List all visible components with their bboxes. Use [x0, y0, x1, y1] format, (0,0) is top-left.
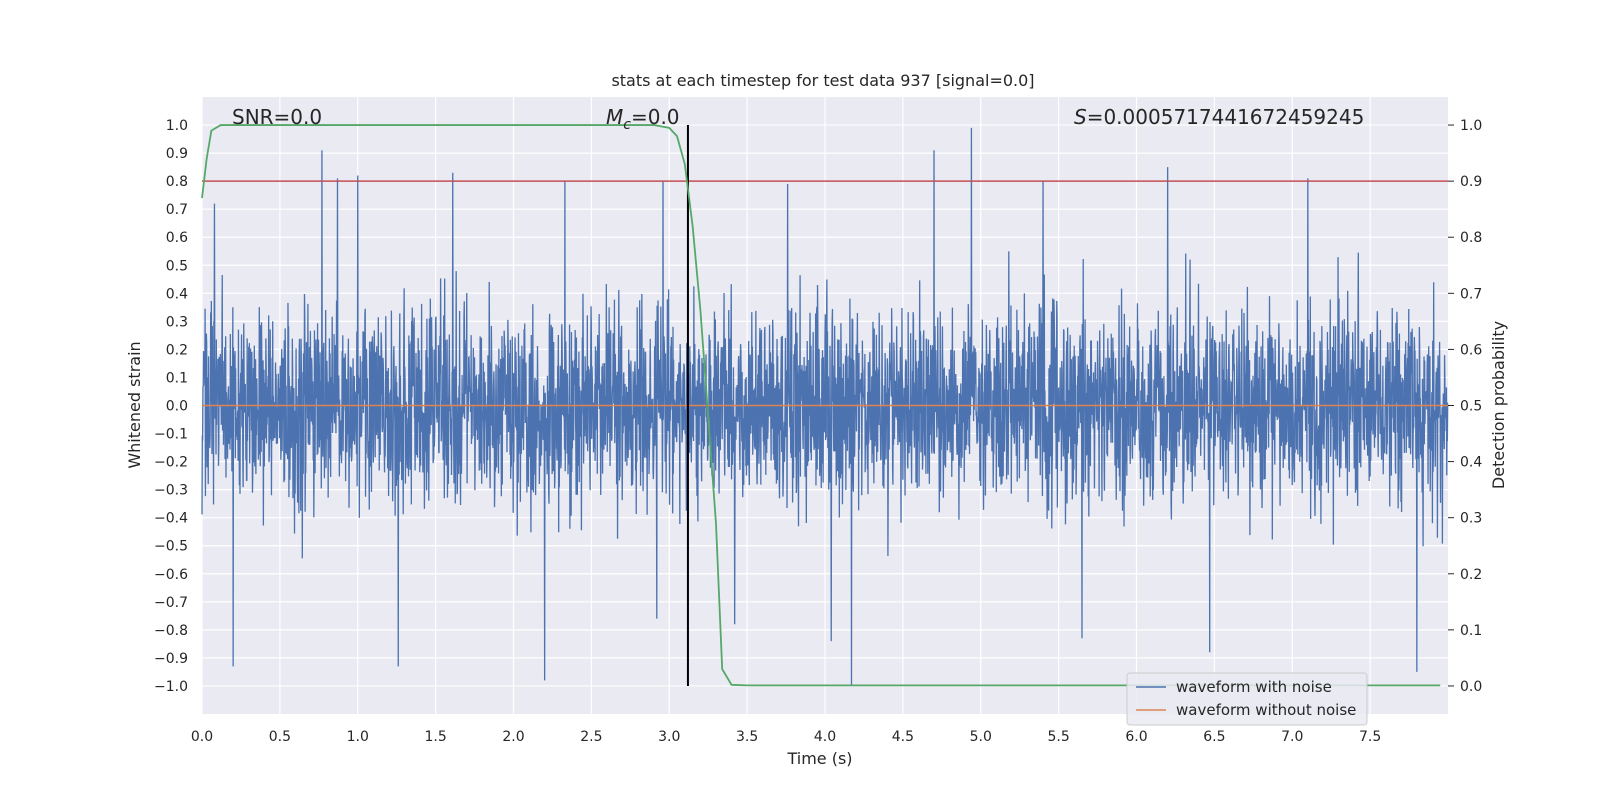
- x-tick-label: 6.0: [1125, 729, 1147, 745]
- y-right-tick-label: 0.7: [1460, 286, 1482, 302]
- x-tick-label: 1.5: [424, 729, 446, 745]
- detection-probability-line: [201, 124, 1441, 687]
- y-tick-label: 0.1: [166, 370, 188, 386]
- series-detection-probability: [201, 124, 1441, 687]
- s-annotation: S=0.0005717441672459245: [1074, 105, 1364, 129]
- y-axis-label: Whitened strain: [125, 341, 144, 468]
- y-right-tick-label: 0.9: [1460, 174, 1482, 190]
- waveform-with-noise-line: [201, 127, 1449, 686]
- x-tick-label: 7.5: [1359, 729, 1381, 745]
- y-right-tick-label: 0.4: [1460, 455, 1482, 471]
- x-tick-label: 5.5: [1047, 729, 1069, 745]
- x-axis-label: Time (s): [786, 749, 852, 768]
- y-right-tick-label: 0.2: [1460, 567, 1482, 583]
- y-right-tick-label: 0.5: [1460, 399, 1482, 415]
- x-tick-label: 4.5: [892, 729, 914, 745]
- s-symbol: S: [1074, 105, 1087, 129]
- y-tick-label: −0.6: [154, 567, 188, 583]
- y-tick-label: −0.1: [154, 427, 188, 443]
- y-right-tick-label: 1.0: [1460, 118, 1482, 134]
- y-tick-label: −0.8: [154, 623, 188, 639]
- y-right-axis-label: Detection probability: [1489, 321, 1508, 489]
- chart-title: stats at each timestep for test data 937…: [611, 71, 1034, 90]
- y-tick-label: −0.7: [154, 595, 188, 611]
- x-tick-label: 0.0: [191, 729, 213, 745]
- y-right-tick-label: 0.8: [1460, 230, 1482, 246]
- x-tick-label: 0.5: [269, 729, 291, 745]
- y-tick-label: −0.9: [154, 651, 188, 667]
- x-tick-label: 6.5: [1203, 729, 1225, 745]
- tick-labels: 0.0 0.5 1.0 1.5 2.0 2.5 3.0 3.5 4.0 4.5 5.0 5.5 6.0 6…: [154, 118, 1482, 745]
- y-tick-label: 0.2: [166, 342, 188, 358]
- y-right-tick-label: 0.6: [1460, 342, 1482, 358]
- legend: waveform with noise waveform without noi…: [1126, 672, 1368, 726]
- y-tick-label: 1.0: [166, 118, 188, 134]
- legend-box: [1126, 672, 1368, 726]
- y-tick-label: 0.0: [166, 399, 188, 415]
- x-tick-label: 1.0: [347, 729, 369, 745]
- y-tick-label: 0.8: [166, 174, 188, 190]
- y-tick-label: 0.6: [166, 230, 188, 246]
- x-tick-label: 5.0: [970, 729, 992, 745]
- x-tick-label: 3.0: [658, 729, 680, 745]
- x-tick-label: 4.0: [814, 729, 836, 745]
- y-right-tick-label: 0.3: [1460, 511, 1482, 527]
- mc-annotation: Mc=0.0: [606, 105, 680, 133]
- legend-label-without-noise: waveform without noise: [1176, 701, 1356, 719]
- x-tick-label: 3.5: [736, 729, 758, 745]
- y-tick-label: 0.7: [166, 202, 188, 218]
- legend-label-with-noise: waveform with noise: [1176, 678, 1332, 696]
- y-tick-label: 0.9: [166, 146, 188, 162]
- y-right-tick-label: 0.0: [1460, 679, 1482, 695]
- y-tick-label: −0.3: [154, 483, 188, 499]
- series-waveform-with-noise: [201, 127, 1449, 686]
- y-tick-label: 0.5: [166, 258, 188, 274]
- x-tick-label: 7.0: [1281, 729, 1303, 745]
- snr-annotation: SNR=0.0: [232, 105, 322, 129]
- y-tick-label: 0.3: [166, 314, 188, 330]
- y-tick-label: −0.5: [154, 539, 188, 555]
- y-tick-label: −0.4: [154, 511, 188, 527]
- x-tick-label: 2.5: [580, 729, 602, 745]
- x-tick-label: 2.0: [502, 729, 524, 745]
- reference-lines: [202, 125, 1448, 686]
- mc-value: =0.0: [631, 105, 680, 129]
- s-value: =0.0005717441672459245: [1087, 105, 1365, 129]
- mc-subscript: c: [623, 117, 631, 133]
- mc-symbol: M: [606, 105, 623, 129]
- y-tick-label: −0.2: [154, 455, 188, 471]
- y-tick-label: −1.0: [154, 679, 188, 695]
- y-right-tick-label: 0.1: [1460, 623, 1482, 639]
- y-tick-label: 0.4: [166, 286, 188, 302]
